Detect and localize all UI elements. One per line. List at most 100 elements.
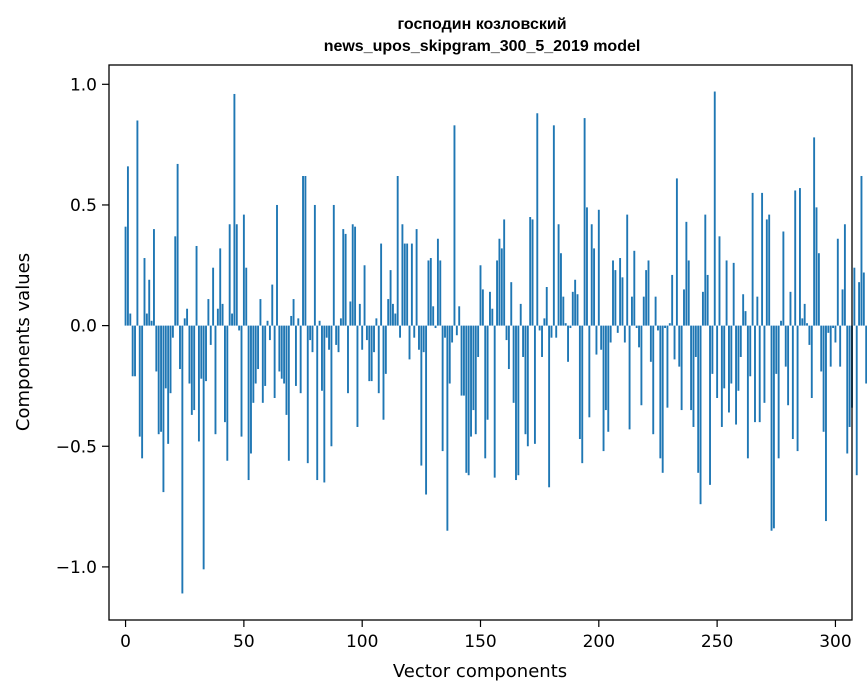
- bar-251: [718, 236, 721, 326]
- bar-291: [813, 137, 816, 326]
- bar-5: [136, 120, 139, 326]
- bar-48: [238, 325, 241, 331]
- bar-151: [481, 289, 484, 326]
- bar-144: [465, 325, 468, 473]
- bar-192: [578, 325, 581, 440]
- bar-84: [323, 325, 326, 483]
- bar-190: [574, 279, 577, 326]
- bar-13: [155, 325, 158, 372]
- bar-277: [780, 320, 782, 326]
- bar-244: [701, 291, 704, 326]
- bar-143: [462, 325, 465, 396]
- bar-141: [458, 306, 461, 326]
- bar-134: [441, 325, 444, 452]
- bar-79: [311, 325, 314, 353]
- bar-118: [403, 243, 406, 326]
- bar-114: [394, 313, 397, 326]
- bar-52: [247, 325, 250, 481]
- bar-119: [406, 243, 409, 326]
- bar-46: [233, 93, 236, 326]
- bar-132: [436, 238, 439, 326]
- bar-274: [772, 325, 775, 529]
- bar-109: [382, 325, 385, 420]
- x-tick-label: 50: [233, 632, 255, 652]
- bar-11: [150, 320, 153, 326]
- bar-6: [138, 325, 141, 437]
- bar-102: [365, 325, 368, 341]
- bar-23: [179, 325, 181, 370]
- bar-309: [855, 325, 858, 476]
- bar-43: [226, 325, 229, 461]
- bar-284: [796, 325, 799, 452]
- bar-17: [164, 325, 167, 389]
- bar-135: [444, 325, 446, 338]
- bar-258: [735, 325, 737, 425]
- bar-253: [723, 325, 726, 389]
- bar-111: [387, 299, 390, 326]
- bar-8: [143, 258, 146, 326]
- bar-208: [616, 325, 619, 333]
- y-axis-label: Components values: [13, 253, 34, 431]
- bar-137: [448, 325, 451, 384]
- bar-268: [758, 325, 761, 423]
- bar-153: [486, 325, 489, 420]
- bar-294: [820, 325, 823, 372]
- bar-32: [200, 325, 203, 379]
- bar-165: [515, 325, 517, 481]
- bar-26: [186, 308, 189, 326]
- bar-175: [538, 325, 541, 331]
- bar-104: [370, 325, 373, 382]
- bar-177: [543, 318, 546, 326]
- bar-60: [266, 320, 269, 326]
- bar-241: [694, 325, 697, 357]
- bar-181: [552, 125, 555, 326]
- bar-37: [212, 267, 215, 326]
- bar-207: [614, 270, 617, 326]
- bar-161: [505, 325, 508, 341]
- bar-100: [361, 325, 364, 350]
- bar-292: [815, 207, 818, 326]
- bar-75: [302, 176, 304, 326]
- bar-19: [169, 325, 172, 394]
- x-tick-label: 150: [464, 632, 496, 652]
- bar-301: [836, 238, 839, 326]
- bar-55: [254, 325, 257, 384]
- bar-255: [728, 325, 730, 413]
- bar-266: [754, 325, 756, 423]
- bar-256: [730, 325, 733, 384]
- bar-240: [692, 325, 695, 427]
- bar-95: [349, 301, 352, 326]
- bar-96: [351, 224, 354, 326]
- bar-121: [410, 243, 413, 326]
- bar-33: [202, 325, 205, 570]
- bar-221: [647, 260, 650, 326]
- bar-146: [470, 325, 472, 437]
- bar-136: [446, 325, 449, 531]
- bar-27: [188, 325, 191, 384]
- bar-182: [555, 325, 558, 338]
- bar-59: [264, 325, 267, 386]
- bar-236: [683, 289, 685, 326]
- bar-147: [472, 325, 475, 411]
- bar-140: [455, 325, 458, 336]
- bar-101: [363, 265, 366, 326]
- bar-125: [420, 325, 423, 466]
- bar-209: [619, 258, 622, 326]
- bar-87: [330, 325, 333, 447]
- bar-148: [474, 325, 477, 435]
- bar-21: [174, 236, 177, 326]
- bar-107: [377, 325, 380, 394]
- bar-286: [801, 318, 804, 326]
- bar-72: [294, 325, 297, 386]
- bar-128: [427, 260, 430, 326]
- bar-15: [160, 325, 162, 432]
- bar-40: [219, 248, 222, 326]
- bar-197: [590, 224, 593, 326]
- bar-105: [373, 325, 375, 353]
- bar-54: [252, 325, 255, 403]
- bar-67: [283, 325, 286, 384]
- bar-82: [318, 320, 321, 326]
- bar-86: [328, 325, 330, 350]
- bar-1: [126, 166, 129, 326]
- bar-184: [560, 253, 562, 326]
